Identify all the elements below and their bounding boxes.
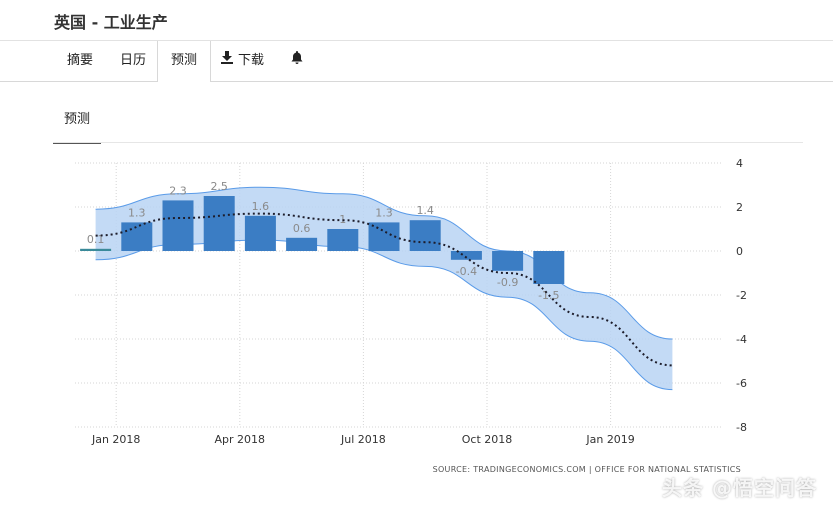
bar-value-label: -0.9: [497, 276, 518, 289]
tab-calendar-label: 日历: [120, 53, 147, 68]
bar-value-label: 1.3: [375, 206, 393, 219]
bar: [450, 251, 482, 260]
bar: [121, 222, 153, 251]
bar: [492, 251, 524, 271]
bar: [409, 220, 441, 251]
band-upper-edge: [95, 186, 673, 340]
watermark: 头条 @悟空问答: [662, 476, 817, 500]
title-bar: 英国 - 工业生产: [0, 0, 833, 41]
tab-download[interactable]: 下载: [221, 41, 264, 81]
bar: [162, 200, 194, 251]
bar: [244, 215, 276, 251]
source-note: SOURCE: TRADINGECONOMICS.COM | OFFICE FO…: [433, 465, 741, 474]
tab-notifications[interactable]: [291, 41, 308, 81]
bar-value-label: 1.4: [416, 204, 434, 217]
forecast-band: [95, 187, 673, 390]
bar-value-label: 0.1: [87, 233, 105, 246]
bar: [286, 237, 318, 251]
tab-bar: 摘要 日历 预测 下载: [0, 41, 833, 82]
tab-download-label: 下载: [238, 53, 265, 68]
bar-value-label: 2.5: [210, 180, 228, 193]
tab-forecast[interactable]: 预测: [157, 41, 211, 82]
y-tick-label: -6: [736, 377, 747, 390]
tab-summary-label: 摘要: [67, 53, 94, 68]
bar: [327, 229, 359, 251]
x-tick-label: Jul 2018: [340, 433, 386, 446]
forecast-chart: 4 2 0 -2 -4 -6 -8 Jan 2018 Apr 2018 Jul 2018 Oct 2…: [75, 157, 747, 474]
bar: [80, 248, 112, 251]
bar: [533, 251, 565, 284]
tab-calendar[interactable]: 日历: [120, 41, 146, 81]
page-title: 英国 - 工业生产: [54, 13, 168, 32]
y-tick-label: 2: [736, 201, 743, 214]
x-tick-label: Jan 2019: [585, 433, 634, 446]
y-tick-label: 4: [736, 157, 743, 170]
bar-value-label: -0.4: [456, 265, 477, 278]
y-tick-label: -4: [736, 333, 747, 346]
x-tick-label: Oct 2018: [462, 433, 513, 446]
y-tick-label: -2: [736, 289, 747, 302]
subtab-forecast-label: 预测: [63, 112, 90, 127]
bar-value-label: 0.6: [293, 222, 311, 235]
subtab-forecast[interactable]: 预测: [53, 106, 101, 144]
bar: [203, 196, 235, 251]
bar-value-label: 1.6: [252, 200, 270, 213]
bell-icon: [291, 41, 303, 81]
download-icon: [221, 41, 233, 81]
bar-value-label: 2.3: [169, 184, 187, 197]
divider: [53, 142, 803, 143]
tab-summary[interactable]: 摘要: [67, 41, 93, 81]
y-tick-label: -8: [736, 421, 747, 434]
x-tick-label: Jan 2018: [91, 433, 140, 446]
x-tick-label: Apr 2018: [215, 433, 266, 446]
band-lower-edge: [95, 239, 673, 391]
tab-forecast-label: 预测: [170, 53, 197, 68]
y-tick-label: 0: [736, 245, 743, 258]
bar-value-label: 1.3: [128, 206, 146, 219]
trend-line: [95, 212, 673, 367]
